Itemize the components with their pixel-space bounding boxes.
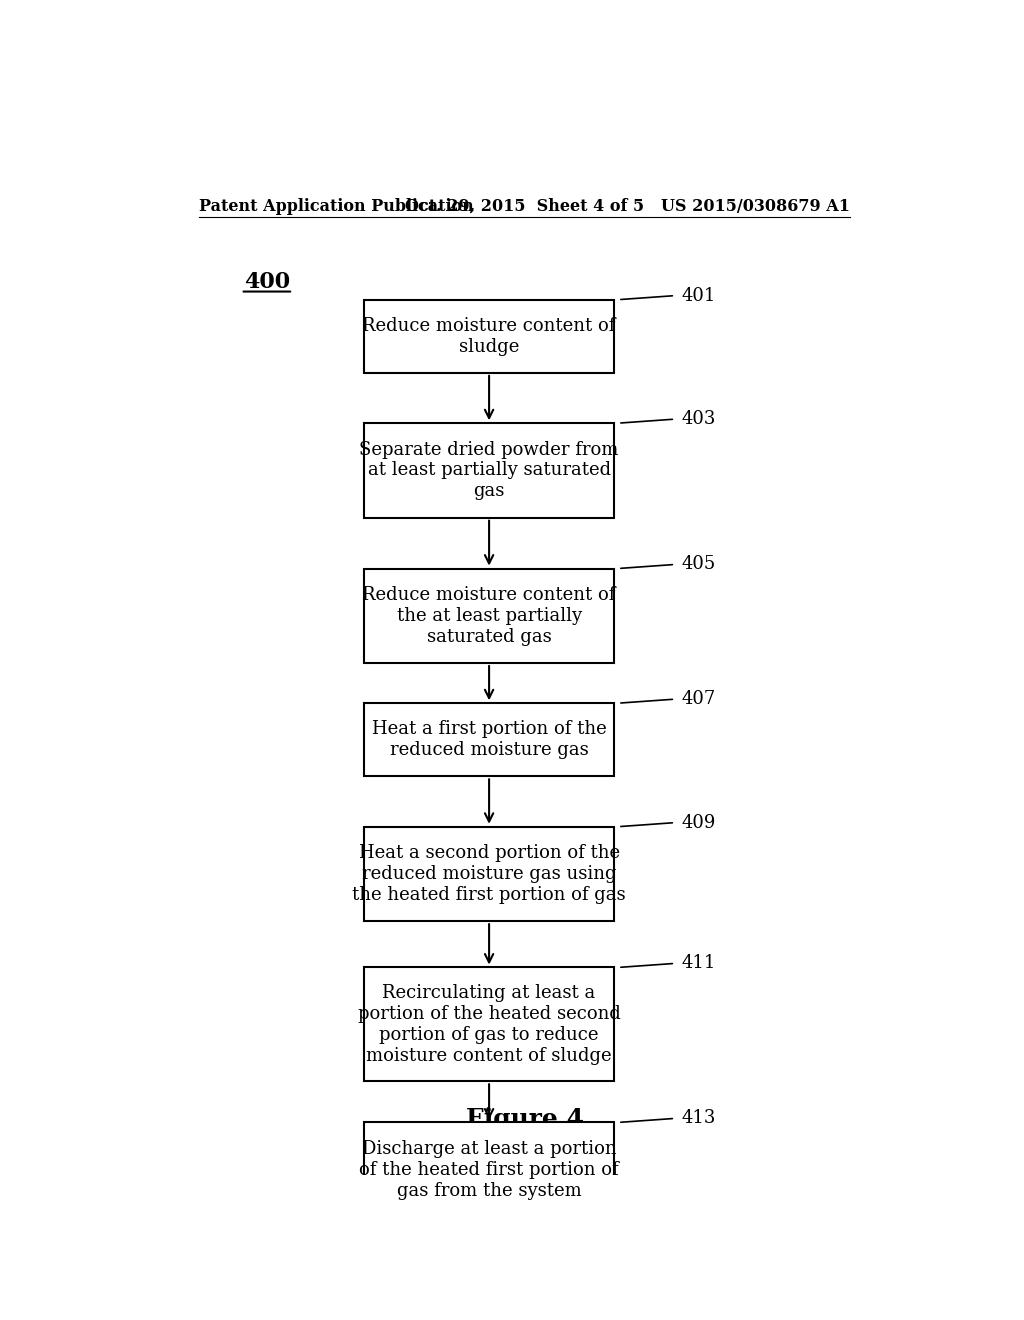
Text: 409: 409 <box>682 813 716 832</box>
Text: Heat a first portion of the
reduced moisture gas: Heat a first portion of the reduced mois… <box>372 721 606 759</box>
FancyBboxPatch shape <box>365 968 614 1081</box>
FancyBboxPatch shape <box>365 300 614 372</box>
Text: Discharge at least a portion
of the heated first portion of
gas from the system: Discharge at least a portion of the heat… <box>359 1140 618 1200</box>
Text: Heat a second portion of the
reduced moisture gas using
the heated first portion: Heat a second portion of the reduced moi… <box>352 845 626 904</box>
Text: 407: 407 <box>682 690 716 708</box>
FancyBboxPatch shape <box>365 1122 614 1217</box>
Text: 401: 401 <box>682 286 716 305</box>
Text: US 2015/0308679 A1: US 2015/0308679 A1 <box>662 198 850 215</box>
Text: 411: 411 <box>682 954 716 973</box>
Text: 413: 413 <box>682 1109 716 1127</box>
FancyBboxPatch shape <box>365 424 614 517</box>
FancyBboxPatch shape <box>365 826 614 921</box>
Text: Reduce moisture content of
the at least partially
saturated gas: Reduce moisture content of the at least … <box>362 586 615 645</box>
Text: 403: 403 <box>682 411 716 428</box>
FancyBboxPatch shape <box>365 704 614 776</box>
Text: 400: 400 <box>244 272 290 293</box>
Text: Reduce moisture content of
sludge: Reduce moisture content of sludge <box>362 317 615 355</box>
Text: Patent Application Publication: Patent Application Publication <box>200 198 474 215</box>
Text: Oct. 29, 2015  Sheet 4 of 5: Oct. 29, 2015 Sheet 4 of 5 <box>406 198 644 215</box>
Text: Figure 4: Figure 4 <box>466 1107 584 1131</box>
FancyBboxPatch shape <box>365 569 614 663</box>
Text: Separate dried powder from
at least partially saturated
gas: Separate dried powder from at least part… <box>359 441 618 500</box>
Text: Recirculating at least a
portion of the heated second
portion of gas to reduce
m: Recirculating at least a portion of the … <box>357 985 621 1064</box>
Text: 405: 405 <box>682 556 716 573</box>
